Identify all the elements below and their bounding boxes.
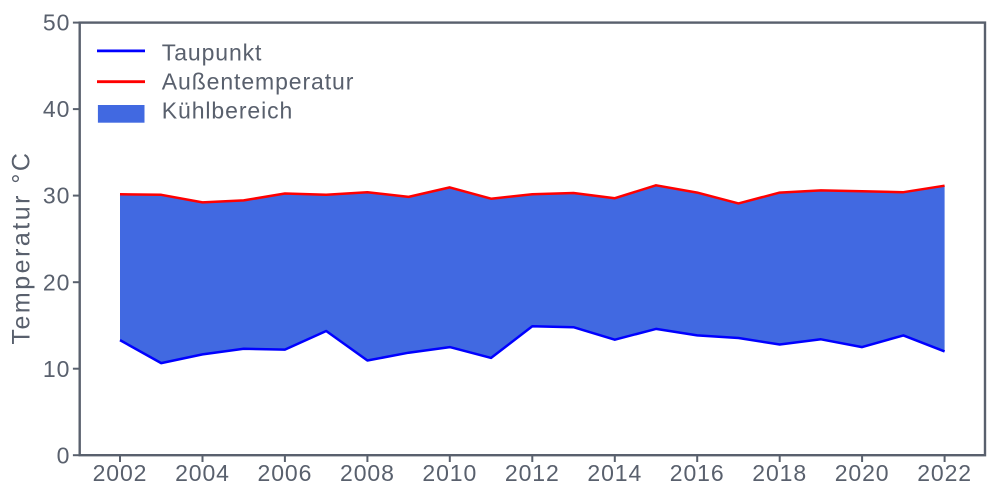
svg-text:2006: 2006 xyxy=(258,460,313,486)
svg-text:2016: 2016 xyxy=(670,460,725,486)
svg-text:20: 20 xyxy=(43,269,70,295)
svg-text:Kühlbereich: Kühlbereich xyxy=(162,98,293,124)
svg-text:50: 50 xyxy=(43,10,70,36)
svg-text:2008: 2008 xyxy=(340,460,395,486)
svg-text:2002: 2002 xyxy=(93,460,148,486)
svg-text:2010: 2010 xyxy=(422,460,477,486)
svg-text:2018: 2018 xyxy=(752,460,807,486)
svg-text:10: 10 xyxy=(43,356,70,382)
svg-text:2012: 2012 xyxy=(505,460,560,486)
svg-text:Außentemperatur: Außentemperatur xyxy=(162,68,354,94)
svg-text:2020: 2020 xyxy=(835,460,890,486)
svg-text:0: 0 xyxy=(57,442,71,468)
svg-text:2014: 2014 xyxy=(587,460,642,486)
svg-text:2004: 2004 xyxy=(175,460,230,486)
svg-text:2022: 2022 xyxy=(917,460,972,486)
svg-text:Temperatur °C: Temperatur °C xyxy=(8,151,36,345)
svg-text:40: 40 xyxy=(43,96,70,122)
svg-text:30: 30 xyxy=(43,183,70,209)
svg-text:Taupunkt: Taupunkt xyxy=(162,39,263,65)
